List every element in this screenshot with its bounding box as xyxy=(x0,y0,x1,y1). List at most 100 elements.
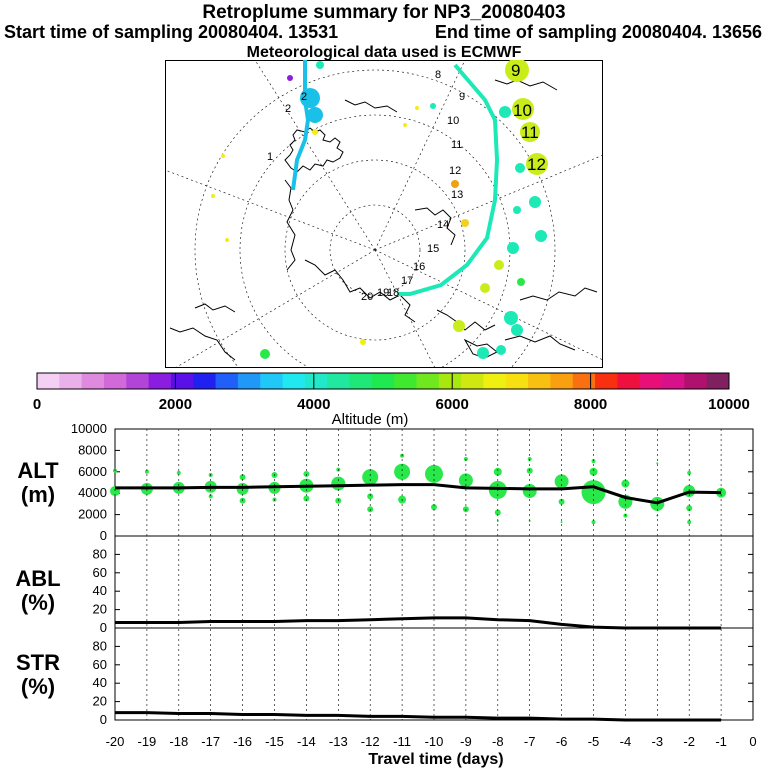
colorbar-cell xyxy=(327,373,351,389)
map-grid xyxy=(165,60,603,368)
colorbar-cell xyxy=(103,373,127,389)
x-tick-label: -8 xyxy=(492,734,504,749)
alt-bubble xyxy=(558,498,565,505)
x-tick-label: -16 xyxy=(233,734,252,749)
x-tick-label: -15 xyxy=(265,734,284,749)
alt-bubble xyxy=(496,520,499,523)
colorbar-tick-label: 6000 xyxy=(436,396,469,413)
trajectory-main xyxy=(397,63,500,296)
colorbar-cell xyxy=(81,373,105,389)
x-tick-labels: -20 -19 -18 -17 -16 -15 -14 -13 -12 -11 -10 -9 -8 -7-… xyxy=(106,734,757,749)
colorbar-tick-label: 4000 xyxy=(297,396,330,413)
alt-bubble xyxy=(528,520,531,523)
map-label: 19 xyxy=(377,287,389,299)
alt-bubble xyxy=(303,470,310,477)
plot-title: Retroplume summary for NP3_20080403 xyxy=(202,2,566,23)
str-ytick-label: 20 xyxy=(93,694,107,709)
map-label: 2 xyxy=(285,103,291,115)
str-title: STR xyxy=(16,650,60,675)
abl-unit: (%) xyxy=(21,590,55,615)
colorbar-cell xyxy=(126,373,150,389)
colorbar-cells xyxy=(37,373,730,389)
colorbar-cell xyxy=(461,373,484,389)
abl-ytick-label: 60 xyxy=(93,565,107,580)
colorbar-cell xyxy=(595,373,618,389)
colorbar-cell xyxy=(528,373,551,389)
alt-bubble xyxy=(425,464,443,483)
colorbar-cell xyxy=(706,373,730,389)
alt-title: ALT xyxy=(17,458,59,483)
x-tick-label: -4 xyxy=(620,734,632,749)
alt-bubble xyxy=(554,474,569,489)
alt-bubble xyxy=(394,463,411,480)
x-tick-label: -18 xyxy=(169,734,188,749)
map-label: 17 xyxy=(401,275,413,287)
colorbar-cell xyxy=(282,373,306,389)
alt-bubble xyxy=(176,470,181,475)
colorbar-cell xyxy=(394,373,417,389)
sampling-times: Start time of sampling 20080404. 13531 E… xyxy=(4,22,764,43)
colorbar-cell xyxy=(193,373,217,389)
colorbar-tick-label: 8000 xyxy=(574,396,607,413)
map-label: 15 xyxy=(427,243,439,255)
colorbar-xlabel: Altitude (m) xyxy=(332,411,409,428)
colorbar-cell xyxy=(260,373,284,389)
x-tick-label: -12 xyxy=(361,734,380,749)
alt-bubble xyxy=(331,476,346,491)
alt-ytick-label: 4000 xyxy=(78,485,107,500)
map-bubble-labels: 9 10 11 12 xyxy=(511,61,546,174)
alt-bubble xyxy=(687,470,692,475)
x-axis-title: Travel time (days) xyxy=(368,751,503,768)
str-ytick-label: 80 xyxy=(93,638,107,653)
alt-bubble xyxy=(463,456,468,461)
colorbar-tick-label: 2000 xyxy=(159,396,192,413)
x-tick-label: -17 xyxy=(201,734,220,749)
x-tick-label: -13 xyxy=(329,734,348,749)
colorbar-cell xyxy=(349,373,373,389)
str-line xyxy=(115,711,722,722)
alt-bubble xyxy=(208,494,213,499)
abl-ytick-label: 0 xyxy=(100,620,107,635)
alt-bubble xyxy=(239,474,246,481)
map-label: 18 xyxy=(387,287,399,299)
map-bubble-label: 11 xyxy=(521,123,539,142)
colorbar-cell xyxy=(639,373,663,389)
alt-bubble xyxy=(493,467,502,476)
alt-mean-line xyxy=(115,483,722,505)
x-tick-label: -2 xyxy=(683,734,695,749)
alt-ytick-label: 2000 xyxy=(78,507,107,522)
map-label: 13 xyxy=(451,189,463,201)
str-ytick-label: 60 xyxy=(93,657,107,672)
abl-ytick-label: 40 xyxy=(93,583,107,598)
colorbar-tick-label: 0 xyxy=(33,396,41,413)
colorbar-cell xyxy=(304,373,328,389)
map-bubble-label: 9 xyxy=(511,61,520,80)
alt-bubble xyxy=(686,505,693,512)
x-gridlines xyxy=(114,429,754,720)
alt-bubble xyxy=(362,469,379,486)
colorbar-cell xyxy=(438,373,462,389)
colorbar-cell xyxy=(572,373,596,389)
map-labels: 1 2 2 8 9 10 11 12 13 14 15 16 17 18 19 … xyxy=(267,69,465,303)
str-ytick-label: 0 xyxy=(100,712,107,727)
colorbar-cell xyxy=(617,373,641,389)
map-label: 16 xyxy=(413,261,425,273)
x-tick-label: -19 xyxy=(138,734,157,749)
alt-bubble xyxy=(431,504,437,511)
colorbar-cell xyxy=(59,373,83,389)
abl-ytick-label: 20 xyxy=(93,602,107,617)
map-label: 10 xyxy=(447,115,459,127)
map-label: 12 xyxy=(449,165,461,177)
end-time: End time of sampling 20080404. 13656 xyxy=(434,22,762,42)
alt-yticks: 10000 8000 6000 4000 2000 0 xyxy=(71,421,753,543)
map-label: 1 xyxy=(267,151,273,163)
alt-bubble xyxy=(303,495,310,502)
map-label: 2 xyxy=(301,91,307,103)
colorbar-cell xyxy=(505,373,529,389)
alt-bubble xyxy=(687,520,692,525)
x-tick-label: -10 xyxy=(425,734,444,749)
alt-panel: ALT (m) 10000 8000 6000 4000 2000 0 xyxy=(17,421,754,543)
alt-bubble xyxy=(591,520,596,525)
alt-unit: (m) xyxy=(21,482,55,507)
